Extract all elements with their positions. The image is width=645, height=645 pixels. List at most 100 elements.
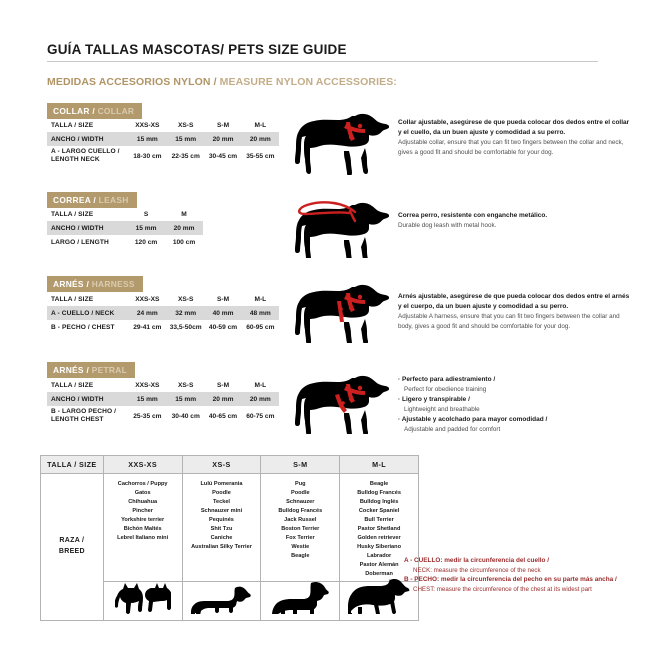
breed-name: Boston Terrier — [281, 526, 320, 533]
cell: 22-35 cm — [171, 152, 200, 160]
breed-table-silhouette-row — [41, 578, 419, 624]
cell: 100 cm — [172, 238, 196, 246]
page-title-en: PETS SIZE GUIDE — [224, 42, 347, 57]
page-title: GUÍA TALLAS MASCOTAS/ PETS SIZE GUIDE — [47, 42, 598, 57]
breed-name: Schnauzer — [286, 499, 315, 506]
tag-collar-en: COLLAR — [97, 106, 135, 116]
cell-line2: LENGTH NECK — [51, 156, 100, 163]
breed-name: Golden retriever — [357, 535, 401, 542]
cell: 15 mm — [127, 132, 168, 146]
cell: A - LARGO CUELLO / LENGTH NECK — [47, 146, 128, 166]
breed-name: Teckel — [212, 499, 230, 506]
cell: 60-95 cm — [246, 323, 275, 331]
breed-name: Schnauzer mini — [200, 508, 243, 515]
measurement-notes: A - CUELLO: medir la circunferencia del … — [404, 556, 644, 594]
silhouette-cell-s-m — [260, 580, 341, 624]
description-leash-en: Durable dog leash with metal hook. — [398, 222, 497, 230]
breed-row-label-line1: RAZA / — [59, 537, 85, 545]
breed-name: Husky Siberiano — [357, 544, 402, 551]
note-item: B - PECHO: medir la circunferencia del p… — [404, 575, 644, 594]
breed-name: Pastor Shetland — [357, 526, 401, 533]
dog-with-petral-icon — [293, 372, 390, 439]
breed-name: Cocker Spaniel — [358, 508, 400, 515]
tag-leash-es: CORREA / — [53, 195, 99, 205]
cell: ANCHO / WIDTH — [47, 221, 128, 235]
breed-cell-xs-s: Lulú Pomerania Poodle Teckel Schnauzer m… — [181, 473, 262, 582]
cell: XS-S — [178, 381, 194, 389]
breed-name: Yorkshire terrier — [121, 517, 165, 524]
description-leash: Correa perro, resistente con enganche me… — [398, 211, 633, 231]
breed-name: Caniche — [210, 535, 233, 542]
table-row: ANCHO / WIDTH 15 mm 20 mm — [47, 221, 203, 235]
cell: 15 mm — [127, 221, 166, 235]
cell: 15 mm — [167, 392, 205, 406]
section-tag-petral: ARNÉS / PETRAL — [47, 360, 136, 378]
silhouette-cell-m-l — [339, 578, 419, 621]
tag-collar-es: COLLAR / — [53, 106, 98, 116]
cell: 48 mm — [241, 306, 279, 320]
cell: 35-55 cm — [246, 152, 275, 160]
breed-header-m-l: M-L — [339, 455, 419, 474]
cell: ANCHO / WIDTH — [47, 132, 128, 146]
cell: 15 mm — [167, 132, 205, 146]
bullet-item: · Ajustable y acolchado para mayor comod… — [398, 415, 633, 434]
breed-name: Bulldog Francés — [278, 508, 323, 515]
dog-with-harness-icon — [293, 281, 390, 348]
bullet-en: Perfect for obedience training — [404, 385, 487, 393]
table-row: A - CUELLO / NECK 24 mm 32 mm 40 mm 48 m… — [47, 306, 279, 320]
cell: S-M — [216, 295, 230, 303]
cell: LARGO / LENGTH — [51, 238, 109, 246]
table-row: TALLA / SIZE XXS-XS XS-S S-M M-L — [47, 118, 279, 132]
bullet-es: · Ajustable y acolchado para mayor comod… — [398, 416, 548, 424]
tag-leash-en: LEASH — [98, 195, 129, 205]
page-subtitle-en: MEASURE NYLON ACCESSORIES: — [219, 76, 397, 88]
cell: M-L — [254, 121, 267, 129]
table-row: TALLA / SIZE XXS-XS XS-S S-M M-L — [47, 292, 279, 306]
table-row: A - LARGO CUELLO / LENGTH NECK 18-30 cm 2… — [47, 146, 279, 166]
bullet-es-text: Ligero y transpirable / — [401, 396, 470, 404]
cell: 20 mm — [241, 392, 279, 406]
table-leash: TALLA / SIZE S M ANCHO / WIDTH 15 mm 20 … — [47, 207, 203, 249]
breed-cell-m-l: Beagle Bulldog Francés Bulldog Inglés Co… — [339, 473, 419, 582]
note-en: NECK: measure the circumference of the n… — [413, 566, 541, 574]
cell: 40-59 cm — [208, 323, 238, 331]
dog-with-collar-icon — [293, 113, 390, 180]
note-es: A - CUELLO: medir la circunferencia del … — [404, 557, 550, 564]
cell: S — [143, 210, 149, 218]
breed-name: Fox Terrier — [285, 535, 315, 542]
breed-table: TALLA / SIZE XXS-XS XS-S S-M M-L RAZA / … — [40, 455, 419, 624]
header-divider — [47, 61, 598, 62]
breed-name: Jack Russel — [284, 517, 317, 524]
note-es: B - PECHO: medir la circunferencia del p… — [404, 575, 617, 583]
silhouette-cell-xs-s — [181, 580, 262, 621]
cell: B - PECHO / CHEST — [51, 323, 115, 331]
bullet-item: · Perfecto para adiestramiento / Perfect… — [398, 375, 633, 394]
bullet-en: Lightweight and breathable — [404, 405, 480, 413]
cat-and-chihuahua-icon — [114, 580, 172, 619]
page-header: GUÍA TALLAS MASCOTAS/ PETS SIZE GUIDE — [47, 42, 598, 62]
cell: B - LARGO PECHO / LENGTH CHEST — [47, 406, 128, 426]
page-subtitle-es: MEDIDAS ACCESORIOS NYLON / — [47, 76, 220, 88]
cell-size-label: TALLA / SIZE — [51, 121, 94, 129]
tag-petral-es: ARNÉS / — [53, 365, 92, 375]
description-harness: Arnés ajustable, asegúrese de que pueda … — [398, 292, 633, 332]
cell: ANCHO / WIDTH — [47, 392, 128, 406]
breed-row-label-line2: BREED — [58, 547, 85, 555]
cell-line1: A - LARGO CUELLO / — [51, 147, 120, 155]
cell-line1: B - LARGO PECHO / — [51, 407, 117, 415]
cell: XXS-XS — [135, 121, 160, 129]
breed-name: Labrador — [366, 553, 392, 560]
dog-with-leash-icon — [293, 196, 390, 265]
table-row: B - LARGO PECHO / LENGTH CHEST 25-35 cm 3… — [47, 406, 279, 426]
cell: XS-S — [178, 121, 194, 129]
cell: 20 mm — [165, 221, 203, 235]
breed-name: Bulldog Francés — [357, 490, 402, 497]
description-collar-en: Adjustable collar, ensure that you can f… — [398, 139, 624, 156]
cell: 30-45 cm — [208, 152, 238, 160]
table-row: ANCHO / WIDTH 15 mm 15 mm 20 mm 20 mm — [47, 392, 279, 406]
cell: S-M — [216, 121, 230, 129]
labrador-icon — [348, 578, 410, 619]
cell: 120 cm — [134, 238, 158, 246]
breed-name: Shit Tzu — [210, 526, 233, 533]
